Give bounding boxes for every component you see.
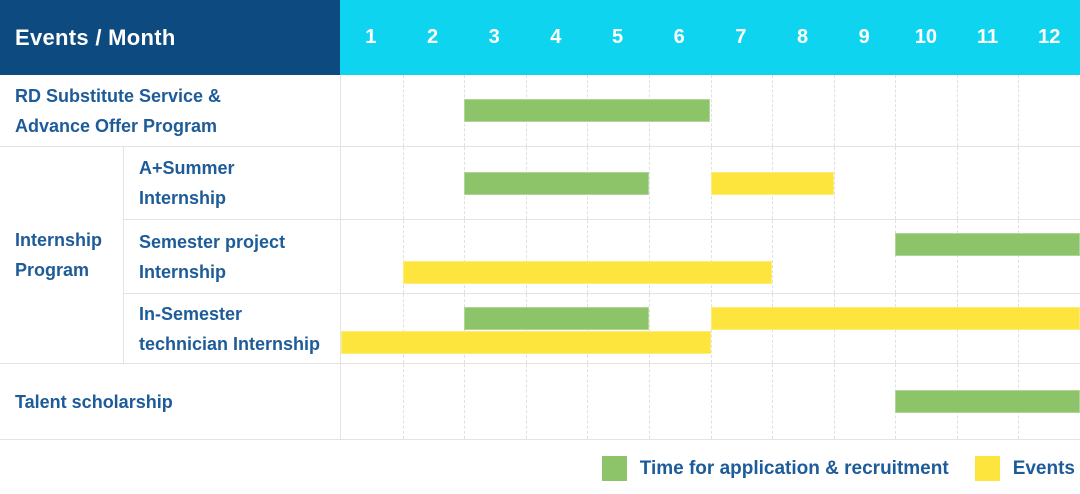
month-gridline xyxy=(648,220,650,293)
month-gridline xyxy=(895,147,897,219)
group-label-internship-program: Internship Program xyxy=(0,147,124,364)
month-gridline xyxy=(464,364,466,439)
month-gridline xyxy=(402,364,404,439)
month-gridline xyxy=(710,364,712,439)
event-bar xyxy=(402,261,773,284)
month-gridline xyxy=(525,220,527,293)
events-swatch-icon xyxy=(974,456,1000,481)
month-gridline xyxy=(648,294,650,363)
month-header-12: 12 xyxy=(1038,26,1061,48)
label-line: Internship xyxy=(139,188,227,208)
month-header-7: 7 xyxy=(735,26,747,48)
label-line: Semester project xyxy=(139,231,286,252)
chart-row-talent-scholarship xyxy=(340,364,1080,440)
application-recruitment-bar xyxy=(464,307,649,330)
chart-row-rd-substitute-service xyxy=(340,75,1080,147)
month-gridline xyxy=(1018,220,1020,293)
label-line: Internship xyxy=(139,261,227,282)
application-recruitment-bar xyxy=(464,171,649,195)
month-header-8: 8 xyxy=(796,26,809,48)
month-gridline xyxy=(833,220,835,293)
application-recruitment-bar xyxy=(895,390,1080,413)
month-gridline xyxy=(525,364,527,439)
month-gridline xyxy=(710,220,712,293)
chart-legend: Time for application & recruitment Event… xyxy=(0,456,1075,481)
month-gridline xyxy=(833,147,835,219)
chart-row-a-plus-summer-internship xyxy=(340,147,1080,220)
month-gridline xyxy=(1018,147,1020,219)
month-gridline xyxy=(587,364,589,439)
month-gridline xyxy=(772,75,774,146)
month-header-3: 3 xyxy=(488,26,500,48)
month-header-9: 9 xyxy=(858,26,870,48)
month-gridline xyxy=(772,364,774,439)
month-gridline xyxy=(648,364,650,439)
table-header-title: Events / Month xyxy=(0,0,340,75)
month-header-1: 1 xyxy=(365,26,377,48)
application-recruitment-bar xyxy=(895,233,1080,256)
month-gridline xyxy=(895,220,897,293)
month-header-4: 4 xyxy=(550,26,562,48)
legend-label-events: Events xyxy=(1012,457,1075,479)
month-header-5: 5 xyxy=(611,26,624,48)
month-gridline xyxy=(587,220,589,293)
month-gridline xyxy=(772,220,774,293)
month-header-10: 10 xyxy=(914,26,937,48)
month-gridline xyxy=(402,294,404,363)
label-line: In-Semester xyxy=(139,303,243,324)
month-gridline xyxy=(648,147,650,219)
month-gridline xyxy=(710,75,712,146)
label-line: RD Substitute Service & xyxy=(15,85,222,106)
month-gridline xyxy=(833,364,835,439)
month-gridline xyxy=(1018,75,1020,146)
month-gridline xyxy=(402,220,404,293)
month-gridline xyxy=(956,220,958,293)
month-header-2: 2 xyxy=(426,26,439,48)
row-label-a-plus-summer-internship: A+Summer Internship xyxy=(124,147,340,220)
label-line: Internship xyxy=(15,230,103,250)
event-bar xyxy=(710,307,1080,330)
legend-label-application: Time for application & recruitment xyxy=(639,457,949,479)
month-gridline xyxy=(956,75,958,146)
month-gridline xyxy=(402,75,404,146)
month-header-6: 6 xyxy=(673,26,685,48)
label-line: Program xyxy=(15,260,90,280)
chart-row-in-semester-technician-internship xyxy=(340,294,1080,364)
month-gridline xyxy=(956,147,958,219)
application-recruitment-bar xyxy=(464,99,711,122)
row-label-talent-scholarship: Talent scholarship xyxy=(0,364,340,440)
month-gridline xyxy=(402,147,404,219)
month-gridline xyxy=(833,75,835,146)
month-header-11: 11 xyxy=(976,26,999,48)
label-line: A+Summer xyxy=(139,158,235,178)
event-bar xyxy=(710,171,834,195)
event-bar xyxy=(341,331,711,354)
month-gridline xyxy=(895,75,897,146)
label-line: Talent scholarship xyxy=(15,391,173,412)
events-month-table: Events / Month 1 2 3 4 5 6 7 8 9 10 11 12 RD Substi… xyxy=(0,0,1080,440)
row-label-semester-project-internship: Semester project Internship xyxy=(124,220,340,294)
label-line: Advance Offer Program xyxy=(15,115,218,136)
month-gridline xyxy=(464,220,466,293)
row-label-in-semester-technician-internship: In-Semester technician Internship xyxy=(124,294,340,364)
month-header-row: 1 2 3 4 5 6 7 8 9 10 11 12 xyxy=(340,0,1080,75)
row-label-rd-substitute-service: RD Substitute Service & Advance Offer Pr… xyxy=(0,75,340,147)
chart-row-semester-project-internship xyxy=(340,220,1080,294)
application-recruitment-swatch-icon xyxy=(601,456,627,481)
label-line: technician Internship xyxy=(139,333,321,354)
